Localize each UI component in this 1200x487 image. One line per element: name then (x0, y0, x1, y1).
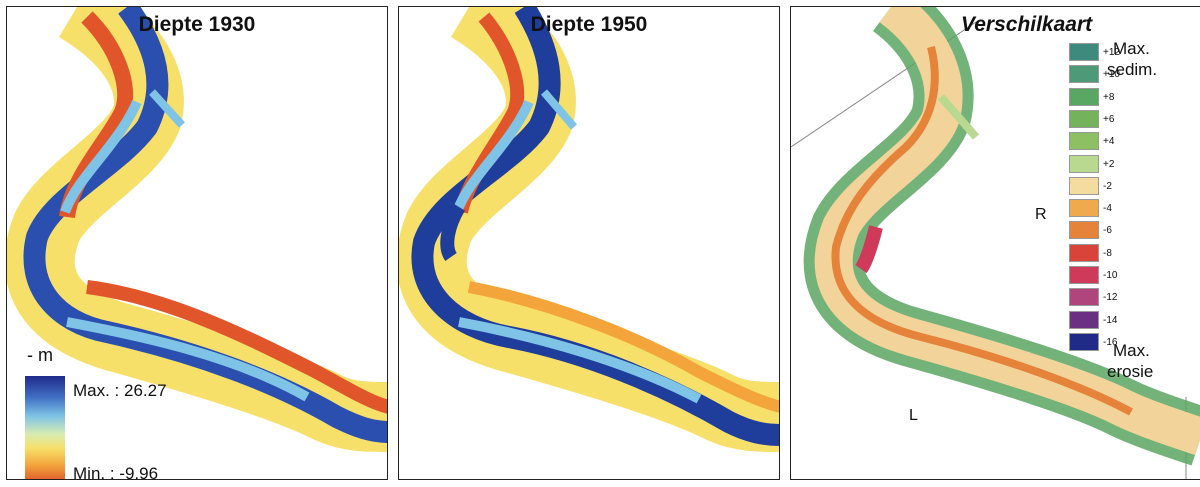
legend-class-label: +6 (1103, 113, 1115, 125)
river-midband (452, 99, 702, 404)
erosion-band (831, 46, 1133, 416)
panel-depth-1950: Diepte 1950 (398, 6, 780, 480)
legend-class-label: -4 (1103, 203, 1112, 215)
river-shoal (467, 281, 779, 413)
depth-max-label: Max. : 26.27 (73, 381, 167, 400)
depth-min-label: Min. : -9.96 (73, 464, 159, 480)
legend-swatch (1069, 65, 1099, 84)
legend-row: -10 (1069, 266, 1199, 286)
legend-class-label: +10 (1103, 69, 1120, 81)
legend-swatch (1069, 310, 1099, 329)
tributary (937, 94, 980, 140)
deep-pool (440, 203, 466, 262)
legend-row: -16 (1069, 332, 1199, 353)
legend-row: +6 (1069, 109, 1199, 130)
legend-class-label: +12 (1103, 47, 1120, 58)
legend-row: +8 (1069, 87, 1199, 108)
legend-swatch (1069, 176, 1099, 195)
legend-row: -14 (1069, 310, 1199, 331)
legend-row: +12 (1069, 43, 1199, 63)
right-bank-label: R (1035, 206, 1047, 223)
left-bank-label: L (909, 407, 918, 424)
river-depth-map-1950 (399, 7, 779, 452)
legend-class-label: -2 (1103, 180, 1112, 192)
max-erosion-pool (855, 225, 883, 274)
legend-class-label: -12 (1103, 292, 1118, 304)
legend-swatch (1069, 43, 1099, 61)
legend-row: -12 (1069, 288, 1199, 308)
depth-unit-label: - m (27, 345, 53, 365)
legend-row: -6 (1069, 221, 1199, 241)
legend-class-label: -8 (1103, 247, 1112, 259)
legend-swatch (1069, 288, 1099, 307)
legend-sedim-label: sedim. (1107, 60, 1158, 79)
legend-max-erosie-label: Max. (1113, 341, 1150, 360)
legend-swatch (1069, 132, 1099, 151)
legend-swatch (1069, 243, 1099, 262)
panel-title: Diepte 1930 (138, 13, 256, 36)
panel-title: Diepte 1950 (530, 13, 648, 36)
legend-row: -8 (1069, 243, 1199, 264)
river-midband (60, 99, 310, 402)
legend-swatch (1069, 87, 1099, 106)
legend-class-label: -10 (1103, 270, 1118, 281)
legend-max-sedim-label: Max. (1113, 39, 1150, 58)
river-depth-map-1930 (7, 7, 387, 452)
legend-class-label: +2 (1103, 158, 1115, 170)
river-thalweg (411, 7, 779, 446)
legend-row: +10 (1069, 65, 1199, 85)
depth-color-ramp (25, 376, 65, 479)
river-difference-map (791, 7, 1200, 479)
legend-erosie-label: erosie (1107, 362, 1154, 381)
river-shoal (86, 280, 387, 414)
legend-class-label: +4 (1103, 136, 1115, 148)
tributary (149, 89, 185, 128)
panel-title: Verschilkaart (961, 13, 1093, 36)
legend-class-label: -14 (1103, 314, 1118, 326)
legend-swatch (1069, 199, 1099, 218)
panel-depth-1930: Diepte 1930 - m Max. : 26.27 Min. : -9.9… (6, 6, 388, 480)
river-thalweg (23, 7, 387, 443)
panel-difference-map: Verschilkaart +12 +10 +8 +6 +4 +2 -2 -4 -6 -8 -10 -… (790, 6, 1200, 480)
legend-row: -4 (1069, 199, 1199, 219)
legend-class-label: -16 (1103, 336, 1118, 348)
legend-row: +4 (1069, 132, 1199, 152)
tributary (540, 89, 578, 130)
legend-row: -2 (1069, 176, 1199, 197)
legend-swatch (1069, 266, 1099, 284)
legend-swatch (1069, 109, 1099, 128)
legend-swatch (1069, 154, 1099, 173)
legend-swatch (1069, 332, 1099, 351)
legend-row: +2 (1069, 154, 1199, 175)
legend-swatch (1069, 221, 1099, 240)
legend-class-label: +8 (1103, 91, 1115, 103)
legend-class-label: -6 (1103, 225, 1112, 237)
